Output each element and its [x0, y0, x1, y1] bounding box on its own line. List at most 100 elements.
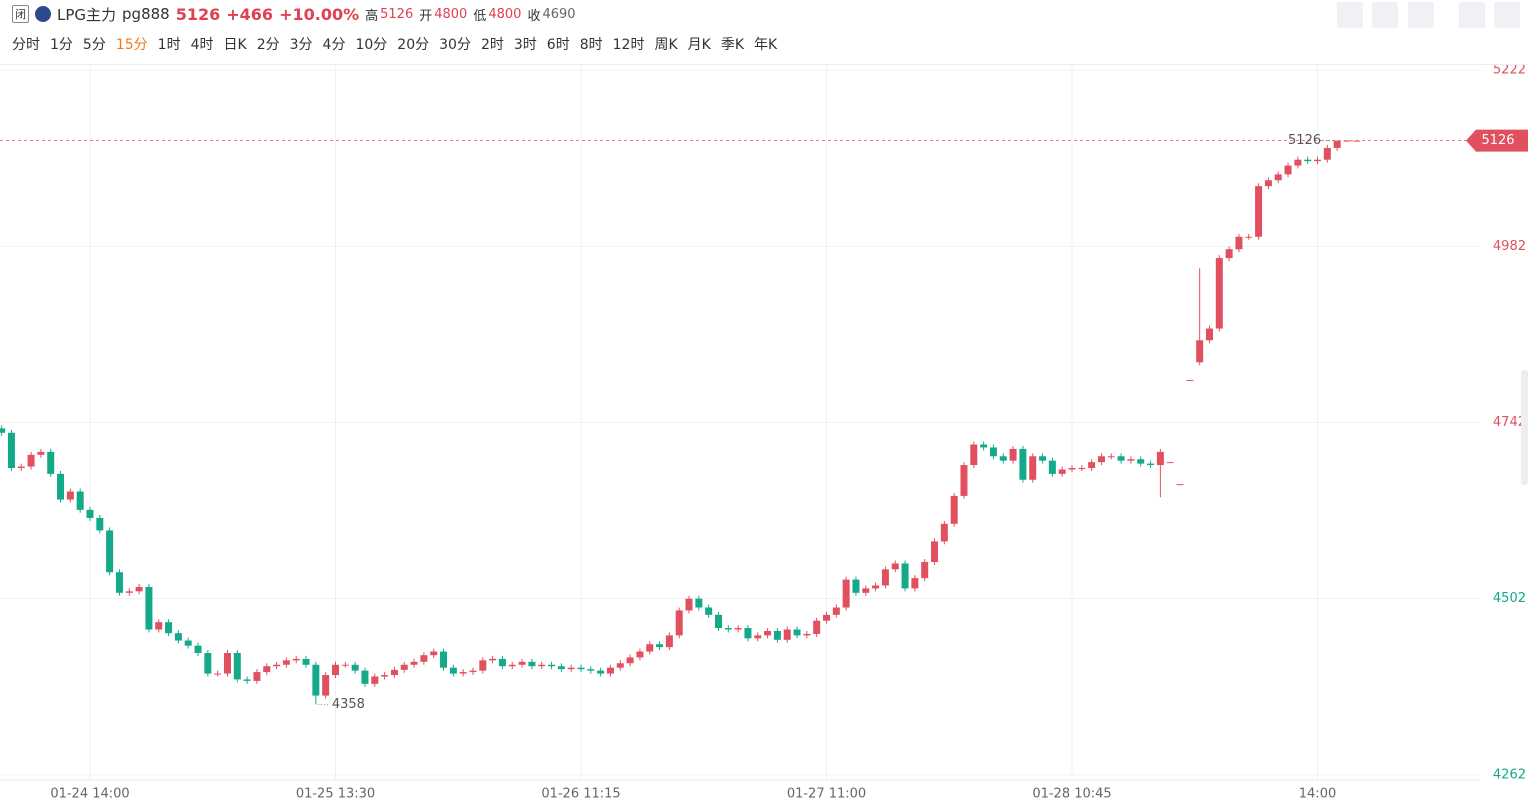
- timeframe-button[interactable]: 年K: [754, 37, 778, 53]
- candle-body: [744, 628, 752, 639]
- candle-body: [528, 661, 536, 667]
- timeframe-button[interactable]: 8时: [579, 37, 603, 53]
- x-tick-label: 01-28 10:45: [1032, 787, 1111, 802]
- candle-body: [243, 679, 251, 681]
- candle-body: [430, 651, 438, 656]
- scroll-handle: [1521, 370, 1528, 485]
- candle-body: [1048, 460, 1056, 474]
- candle-body: [675, 610, 683, 636]
- candle-body: [724, 628, 732, 630]
- candle-body: [508, 664, 516, 667]
- candle-body: [184, 640, 192, 646]
- tool-button[interactable]: [1459, 2, 1485, 28]
- candle-body: [1068, 468, 1076, 470]
- timeframe-button[interactable]: 5分: [82, 37, 106, 53]
- stat-label: 收: [527, 8, 541, 24]
- timeframe-button[interactable]: 4时: [190, 37, 214, 53]
- candle-body: [1107, 456, 1115, 458]
- y-tick-label: 5222: [1493, 65, 1526, 78]
- timeframe-button[interactable]: 周K: [654, 37, 678, 53]
- candle-body: [548, 664, 556, 667]
- x-tick-label: 01-26 11:15: [541, 787, 620, 802]
- symbol-name[interactable]: LPG主力: [57, 5, 117, 24]
- timeframe-button[interactable]: 1分: [50, 37, 73, 53]
- candle-body: [253, 672, 261, 681]
- candle-body: [302, 658, 310, 665]
- candle-body: [66, 491, 74, 500]
- timeframe-button[interactable]: 月K: [687, 37, 711, 53]
- candle-body: [1304, 159, 1312, 162]
- candle-body: [233, 653, 241, 680]
- candle-body: [1029, 456, 1037, 480]
- timeframe-button[interactable]: 1时: [157, 37, 181, 53]
- timeframe-button[interactable]: 2时: [480, 37, 504, 53]
- candle-body: [813, 620, 821, 634]
- candle-body: [1058, 469, 1066, 474]
- icon: [35, 6, 51, 22]
- tool-button[interactable]: [1408, 2, 1434, 28]
- candle-body: [980, 444, 988, 448]
- candle-body: [1264, 180, 1272, 187]
- timeframe-button[interactable]: 2分: [256, 37, 280, 53]
- candle-body: [76, 491, 84, 510]
- timeframe-button[interactable]: 3分: [289, 37, 313, 53]
- timeframe-button[interactable]: 10分: [355, 37, 388, 53]
- candle-body: [1205, 328, 1213, 341]
- candle-body: [606, 667, 614, 674]
- candle-body: [567, 667, 575, 670]
- candle-body: [479, 660, 487, 671]
- candle-body: [1117, 456, 1125, 461]
- candle-body: [1353, 140, 1361, 142]
- candle-body: [557, 666, 565, 670]
- candle-body: [7, 432, 15, 469]
- candle-body: [1097, 456, 1105, 463]
- candle-body: [656, 644, 664, 648]
- candle-body: [921, 561, 929, 579]
- candle-body: [96, 517, 104, 531]
- candle-body: [371, 676, 379, 684]
- candle-body: [165, 622, 173, 634]
- timeframe-button[interactable]: 季K: [720, 37, 745, 53]
- candle-body: [1186, 379, 1194, 381]
- candle-body: [793, 629, 801, 636]
- candle-body: [469, 670, 477, 673]
- candle-body: [1137, 459, 1145, 464]
- timeframe-button[interactable]: 12时: [612, 37, 645, 53]
- candle-body: [1176, 484, 1184, 486]
- timeframe-button[interactable]: 6时: [546, 37, 570, 53]
- tool-button[interactable]: [1494, 2, 1520, 28]
- candle-body: [1235, 236, 1243, 250]
- stat-label: 低: [473, 8, 487, 24]
- timeframe-button[interactable]: 30分: [439, 37, 471, 53]
- x-tick-label: 01-25 13:30: [296, 787, 375, 802]
- candle-body: [1196, 340, 1204, 363]
- candle-body: [597, 670, 605, 674]
- candle-body: [1323, 147, 1331, 160]
- candle-body: [1156, 451, 1164, 466]
- tool-button[interactable]: [1337, 2, 1363, 28]
- timeframe-button[interactable]: 4分: [322, 37, 346, 53]
- candle-body: [1274, 174, 1282, 181]
- candle-body: [1127, 459, 1135, 461]
- badge: 闭: [12, 5, 29, 23]
- candle-body: [626, 657, 634, 664]
- candle-body: [970, 444, 978, 466]
- candle-body: [764, 630, 772, 636]
- candle-body: [273, 664, 281, 667]
- timeframe-button[interactable]: 20分: [397, 37, 430, 53]
- timeframe-button[interactable]: 分时: [12, 37, 40, 53]
- candle-body: [174, 633, 182, 641]
- candle-body: [577, 667, 585, 670]
- timeframe-button[interactable]: 3时: [513, 37, 537, 53]
- timeframe-button[interactable]: 15分: [115, 37, 148, 53]
- last-price-tag: [1466, 129, 1528, 152]
- candle-body: [616, 663, 624, 668]
- x-tick-label: 01-27 11:00: [787, 787, 866, 802]
- timeframe-button[interactable]: 日K: [223, 37, 247, 53]
- candle-body: [823, 614, 830, 621]
- candle-body: [803, 633, 811, 636]
- symbol-code[interactable]: pg888: [122, 5, 170, 23]
- tool-button[interactable]: [1372, 2, 1398, 28]
- change-pct: +10.00%: [279, 4, 360, 24]
